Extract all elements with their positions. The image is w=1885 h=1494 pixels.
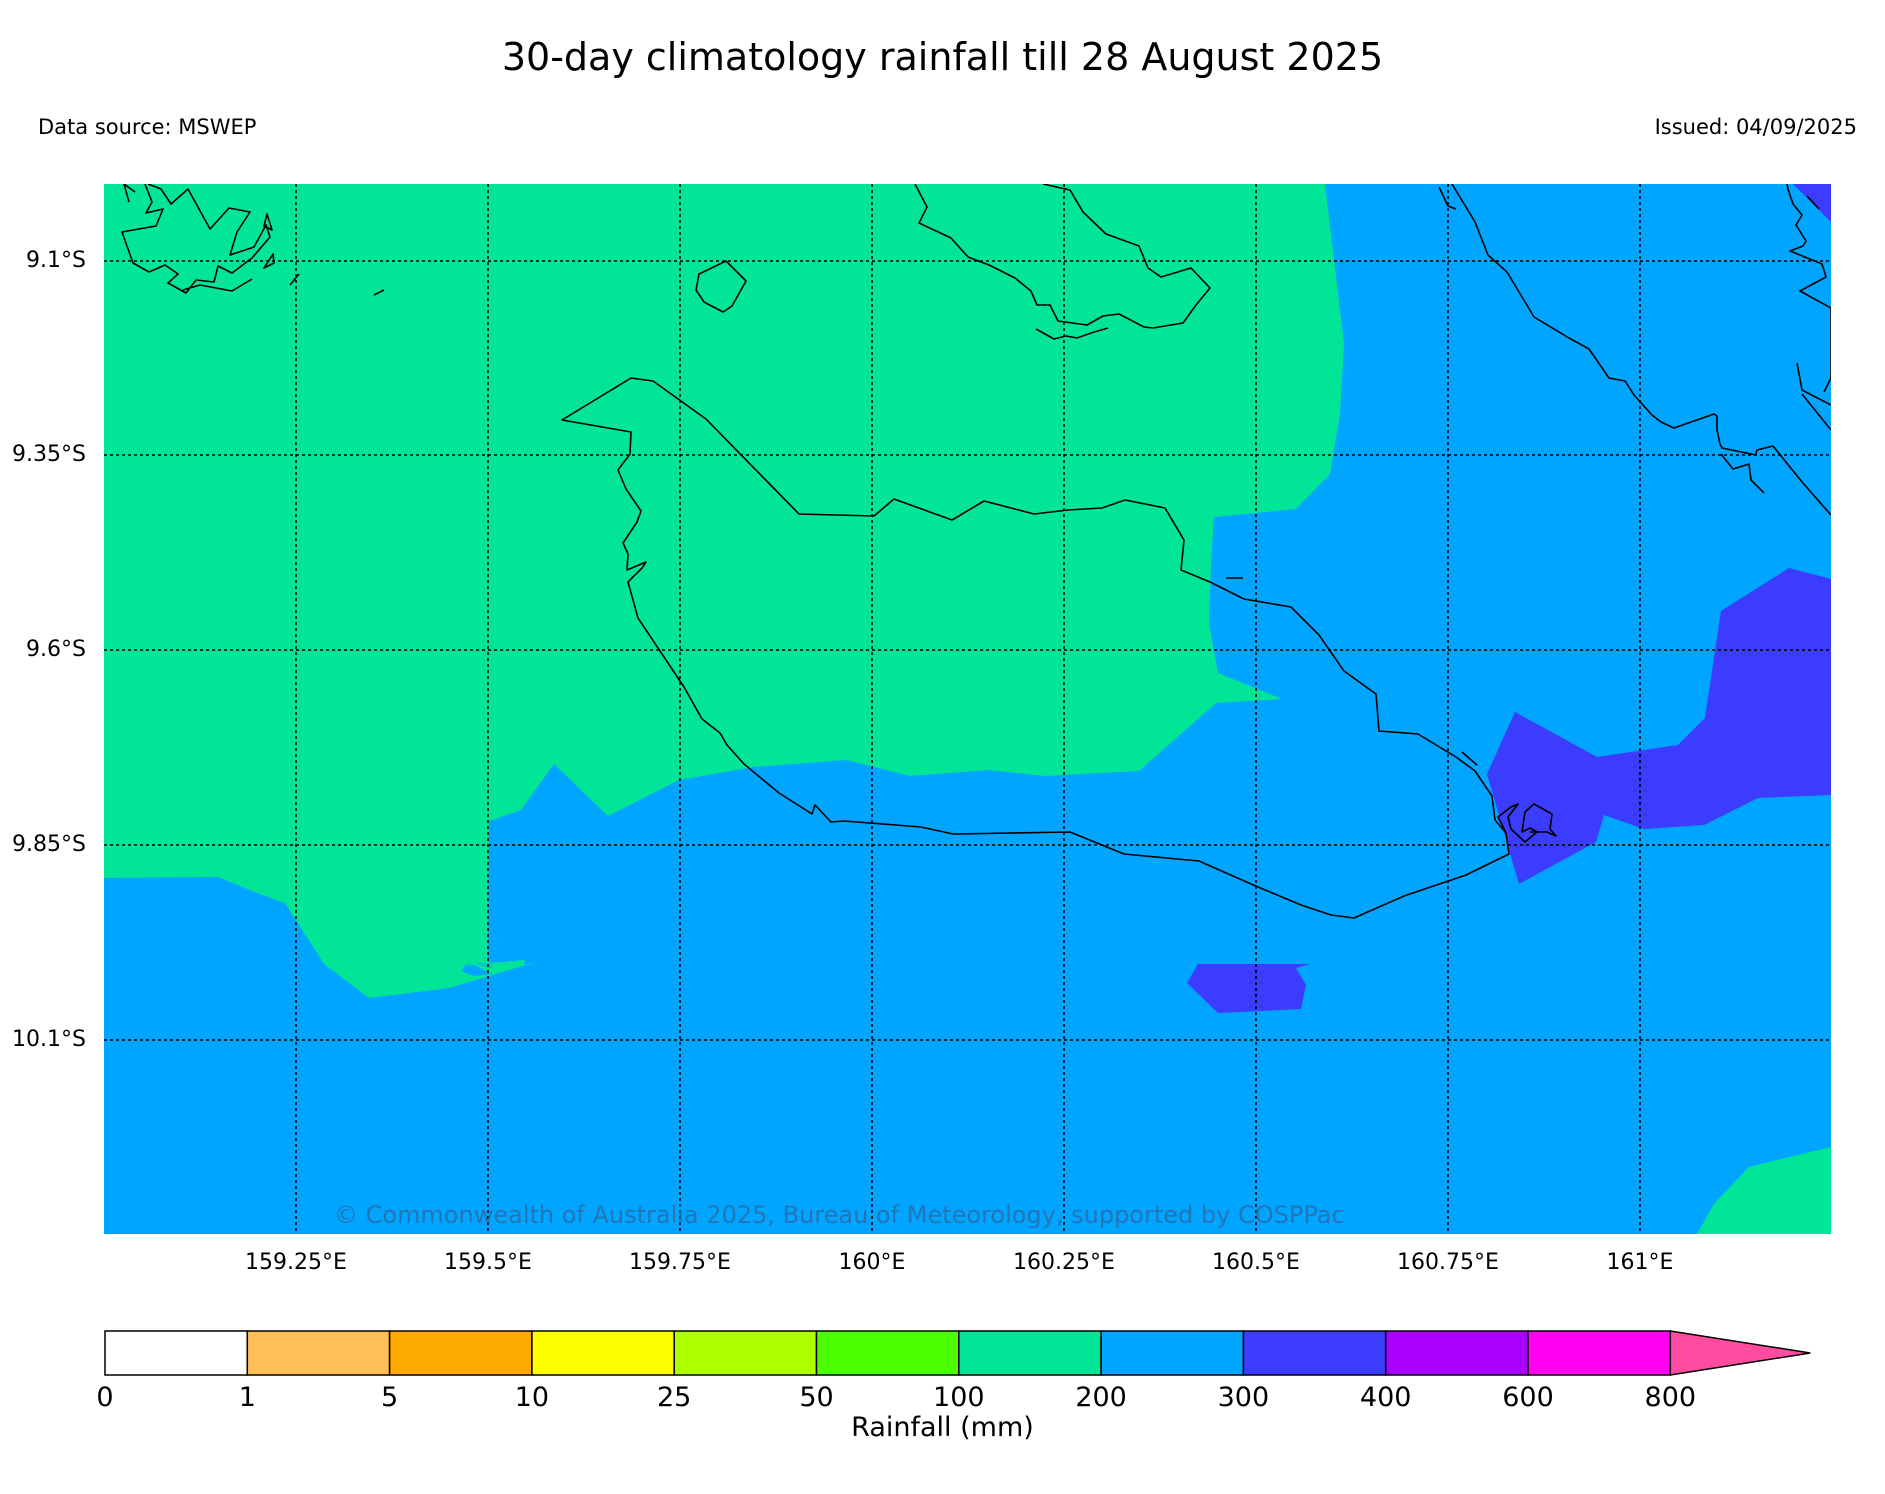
colorbar-segment-0: [104, 1330, 249, 1376]
coastline-russell-islet-a: [263, 253, 275, 269]
colorbar-segment-9: [1384, 1330, 1529, 1376]
colorbar-segment-7: [1100, 1330, 1245, 1376]
coastline-russell-islet-b: [263, 213, 273, 231]
colorbar-segment-5: [815, 1330, 960, 1376]
colorbar-tick-label: 5: [381, 1382, 399, 1413]
map-band-300-400-south: [1187, 964, 1310, 1013]
coastline-florida-islands: [914, 184, 1211, 340]
colorbar-tick-label: 10: [514, 1382, 550, 1413]
lat-label-9-35: 9.35°S: [12, 442, 86, 467]
colorbar-tick-label: 300: [1217, 1382, 1270, 1413]
colorbar-tick-label: 600: [1502, 1382, 1554, 1413]
map-band-300-400-east: [1487, 568, 1831, 884]
colorbar-segment-3: [531, 1330, 675, 1376]
coastline-malaita: [1451, 184, 1831, 516]
coastline-russell-islet-c: [289, 273, 300, 286]
lat-label-9-85: 9.85°S: [12, 832, 86, 857]
lon-label-160-5: 160.5°E: [1212, 1250, 1300, 1275]
lat-label-9-6: 9.6°S: [26, 637, 86, 662]
coastline-ne-islet: [1720, 453, 1765, 494]
coastline-malaita-islet-c: [1806, 195, 1820, 210]
colorbar-tick-label: 50: [799, 1382, 834, 1413]
copyright-watermark: © Commonwealth of Australia 2025, Bureau…: [334, 1201, 1345, 1229]
colorbar-tick-label: 100: [933, 1382, 985, 1413]
rainfall-map-canvas: [104, 184, 1831, 1234]
lon-label-160: 160°E: [838, 1250, 906, 1275]
lon-label-159-75: 159.75°E: [629, 1250, 731, 1275]
colorbar-segment-6: [958, 1330, 1102, 1376]
coastline-malaita-islet-b: [1801, 393, 1831, 431]
lon-label-160-25: 160.25°E: [1013, 1250, 1115, 1275]
lon-label-161: 161°E: [1606, 1250, 1674, 1275]
colorbar: [104, 1330, 1824, 1382]
map-band-100-200-corner: [1697, 1147, 1831, 1234]
colorbar-tick-label: 400: [1359, 1382, 1412, 1413]
lat-label-10-1: 10.1°S: [12, 1027, 86, 1052]
coastlines: [121, 184, 1831, 919]
coastline-malaita-east: [1786, 184, 1831, 393]
lon-label-160-75: 160.75°E: [1397, 1250, 1499, 1275]
colorbar-title: Rainfall (mm): [851, 1412, 1034, 1443]
coastline-north-islet: [1438, 186, 1457, 210]
colorbar-tick-label: 25: [657, 1382, 692, 1413]
coastline-malaita-islet-a: [1796, 362, 1831, 406]
data-source-label: Data source: MSWEP: [38, 115, 257, 139]
colorbar-segment-1: [246, 1330, 391, 1376]
issued-date-label: Issued: 04/09/2025: [1654, 115, 1857, 139]
colorbar-segment-2: [388, 1330, 533, 1376]
coastline-russell-islet-d: [373, 289, 385, 296]
coastline-marau-islet-b: [1461, 751, 1478, 766]
coastline-russell-islet-e: [123, 184, 136, 203]
coastline-savo-island: [695, 260, 747, 313]
colorbar-svg: [104, 1330, 1811, 1376]
graticule: [104, 184, 1831, 1234]
colorbar-tick-label: 800: [1644, 1382, 1697, 1413]
rainfall-map: [104, 184, 1831, 1234]
colorbar-tick-label: 1: [238, 1382, 256, 1413]
colorbar-tick-label: 200: [1075, 1382, 1127, 1413]
lat-label-9-1: 9.1°S: [26, 248, 86, 273]
colorbar-segment-4: [673, 1330, 818, 1376]
map-band-300-400-northeast: [1793, 184, 1831, 222]
lon-label-159-25: 159.25°E: [245, 1250, 347, 1275]
colorbar-tick-label: 0: [96, 1382, 114, 1413]
colorbar-segment-8: [1242, 1330, 1387, 1376]
lon-label-159-5: 159.5°E: [444, 1250, 532, 1275]
colorbar-segment-10: [1527, 1330, 1672, 1376]
colorbar-extend-arrow: [1669, 1330, 1811, 1376]
coastline-marau-islets: [1497, 803, 1557, 843]
map-band-100-200-region: [104, 184, 1344, 998]
map-title: 30-day climatology rainfall till 28 Augu…: [501, 35, 1384, 79]
coastline-russell-islands: [121, 184, 271, 294]
coastline-main-island: [561, 377, 1510, 919]
